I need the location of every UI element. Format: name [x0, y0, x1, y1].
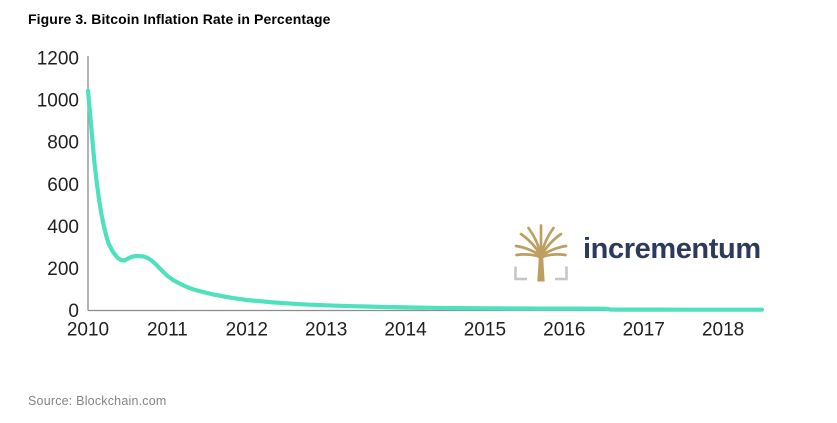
y-tick-label: 600: [47, 175, 79, 196]
x-tick-label: 2014: [384, 320, 427, 341]
x-tick-label: 2011: [147, 320, 188, 341]
source-caption: Source: Blockchain.com: [28, 394, 167, 408]
y-tick-label: 1200: [37, 49, 79, 70]
x-tick-label: 2017: [623, 320, 665, 341]
tree-trunk: [537, 253, 545, 282]
x-tick-label: 2012: [226, 320, 268, 341]
y-tick-label: 1000: [37, 91, 79, 112]
figure-title: Figure 3. Bitcoin Inflation Rate in Perc…: [28, 11, 331, 27]
logo-wordmark: incrementum: [583, 233, 761, 265]
bracket-right-icon: [555, 266, 568, 281]
x-tick-label: 2013: [305, 320, 347, 341]
tree-icon: [514, 224, 568, 282]
y-tick-label: 200: [47, 259, 79, 280]
x-tick-label: 2016: [543, 320, 585, 341]
x-tick-label: 2018: [702, 320, 744, 341]
y-tick-label: 0: [68, 301, 79, 322]
x-tick-label: 2015: [464, 320, 506, 341]
inflation-rate-series-line: [85, 88, 765, 312]
y-tick-label: 800: [47, 133, 79, 154]
bracket-left-icon: [514, 266, 527, 281]
x-tick-label: 2010: [67, 320, 109, 341]
incrementum-logo: incrementum: [512, 220, 761, 283]
y-tick-label: 400: [47, 217, 79, 238]
